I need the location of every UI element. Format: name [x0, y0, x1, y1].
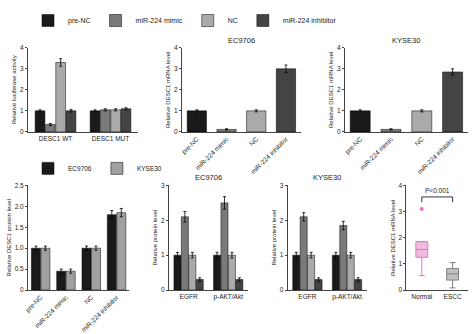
svg-text:2: 2: [280, 217, 284, 224]
svg-text:0: 0: [280, 286, 284, 293]
svg-text:miR-224 inhibitor: miR-224 inhibitor: [80, 293, 120, 333]
svg-text:0: 0: [20, 128, 24, 135]
svg-text:DESC1 MUT: DESC1 MUT: [92, 135, 130, 142]
svg-text:0: 0: [398, 286, 402, 293]
svg-text:KYSE30: KYSE30: [313, 173, 341, 182]
svg-text:4: 4: [337, 44, 341, 51]
svg-text:pre-NC: pre-NC: [343, 135, 364, 156]
svg-text:miR-224 mimic: miR-224 mimic: [194, 135, 230, 171]
svg-text:NC: NC: [83, 293, 95, 305]
svg-text:miR-224 mimic: miR-224 mimic: [136, 17, 183, 24]
svg-text:1: 1: [174, 107, 178, 114]
svg-text:EC9706: EC9706: [68, 165, 92, 172]
svg-text:3: 3: [337, 65, 341, 72]
svg-text:miR-224 inhibitor: miR-224 inhibitor: [249, 135, 289, 175]
svg-text:miR-224 mimic: miR-224 mimic: [33, 293, 69, 329]
svg-text:P<0.001: P<0.001: [425, 187, 450, 194]
svg-text:4: 4: [174, 44, 178, 51]
svg-text:4: 4: [20, 44, 24, 51]
svg-text:pre-NC: pre-NC: [180, 135, 201, 156]
svg-text:2: 2: [337, 86, 341, 93]
svg-text:0: 0: [20, 286, 24, 293]
svg-text:EGFR: EGFR: [180, 293, 198, 300]
svg-text:KYSE30: KYSE30: [137, 165, 162, 172]
svg-text:KYSE30: KYSE30: [392, 36, 420, 45]
svg-text:0: 0: [337, 128, 341, 135]
svg-text:p-AKT/Akt: p-AKT/Akt: [332, 293, 362, 301]
svg-text:0.5: 0.5: [15, 265, 24, 272]
svg-text:2.5: 2.5: [15, 182, 24, 189]
svg-text:Relative protein level: Relative protein level: [271, 210, 277, 266]
svg-text:pre-NC: pre-NC: [68, 17, 91, 25]
svg-text:Relative DESC1 protein level: Relative DESC1 protein level: [6, 199, 12, 276]
svg-text:0: 0: [161, 286, 165, 293]
svg-text:3: 3: [398, 208, 402, 215]
svg-text:Relative DESC1 mRNA level: Relative DESC1 mRNA level: [328, 52, 334, 128]
svg-text:EGFR: EGFR: [298, 293, 316, 300]
svg-text:NC: NC: [248, 135, 260, 147]
svg-text:2: 2: [174, 86, 178, 93]
svg-text:1: 1: [337, 107, 341, 114]
svg-text:Relative protein level: Relative protein level: [152, 210, 158, 266]
svg-text:EC9706: EC9706: [195, 173, 222, 182]
svg-text:DESC1 WT: DESC1 WT: [39, 135, 73, 142]
svg-text:2: 2: [161, 217, 165, 224]
svg-text:3: 3: [161, 182, 165, 189]
svg-text:Relative DESC1 mRNA level: Relative DESC1 mRNA level: [390, 200, 396, 276]
svg-text:1: 1: [161, 251, 165, 258]
svg-text:1: 1: [20, 107, 24, 114]
svg-text:1: 1: [398, 260, 402, 267]
svg-text:4: 4: [398, 182, 402, 189]
svg-text:Relative DESC1 mRNA level: Relative DESC1 mRNA level: [165, 52, 171, 128]
svg-text:3: 3: [174, 65, 178, 72]
svg-text:1: 1: [280, 251, 284, 258]
svg-text:miR-224 mimic: miR-224 mimic: [358, 135, 394, 171]
svg-text:EC9706: EC9706: [228, 36, 255, 45]
svg-text:3: 3: [280, 182, 284, 189]
svg-text:miR-224 inhibitor: miR-224 inhibitor: [416, 135, 456, 175]
svg-text:miR-224 inhibitor: miR-224 inhibitor: [283, 17, 337, 24]
svg-text:0: 0: [174, 128, 178, 135]
svg-text:1.0: 1.0: [15, 244, 24, 251]
svg-text:2: 2: [398, 234, 402, 241]
svg-text:ESCC: ESCC: [444, 293, 462, 300]
svg-text:3: 3: [20, 65, 24, 72]
svg-text:p-AKT/Akt: p-AKT/Akt: [213, 293, 243, 301]
svg-text:NC: NC: [413, 135, 425, 147]
svg-text:2: 2: [20, 86, 24, 93]
svg-text:2.0: 2.0: [15, 203, 24, 210]
svg-text:pre-NC: pre-NC: [24, 293, 45, 314]
svg-text:NC: NC: [228, 17, 238, 24]
svg-text:Relative luciferase activity: Relative luciferase activity: [11, 55, 17, 124]
svg-text:1.5: 1.5: [15, 224, 24, 231]
svg-text:Normal: Normal: [411, 293, 433, 300]
